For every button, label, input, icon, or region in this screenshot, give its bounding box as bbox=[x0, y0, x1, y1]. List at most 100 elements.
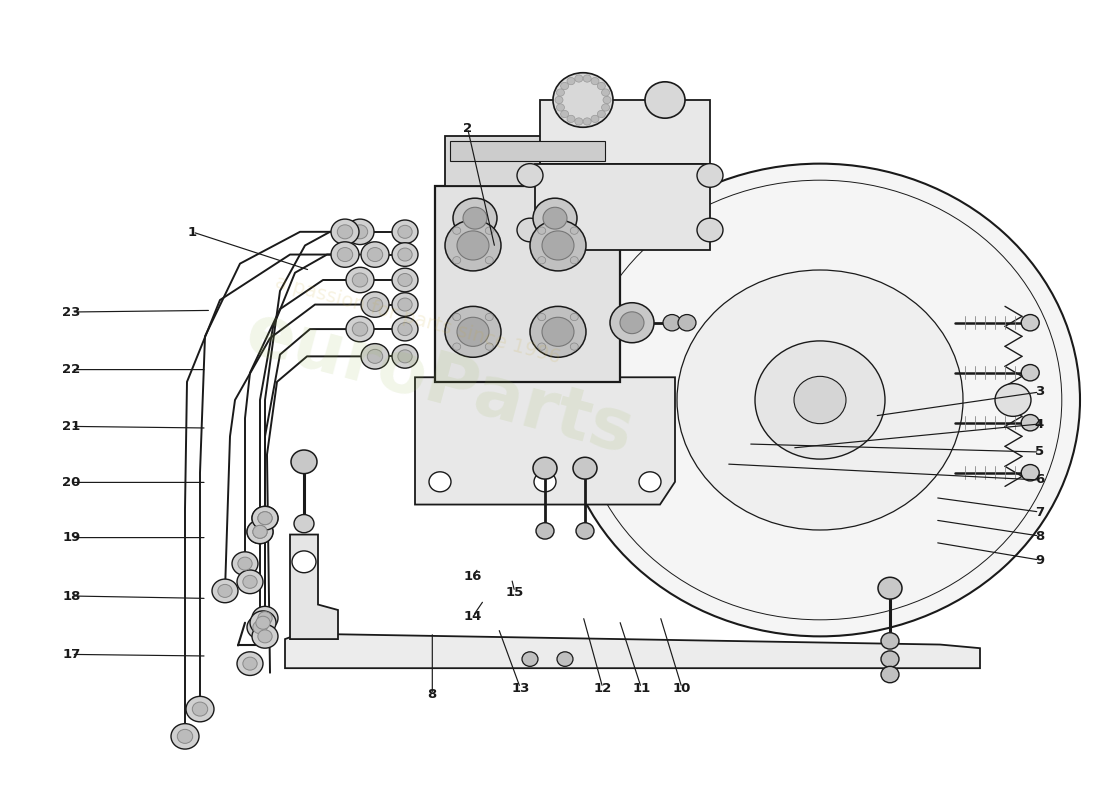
Circle shape bbox=[620, 312, 644, 334]
Bar bbox=[446, 136, 611, 186]
Circle shape bbox=[352, 273, 367, 287]
Circle shape bbox=[398, 322, 412, 335]
Circle shape bbox=[538, 257, 546, 264]
Circle shape bbox=[566, 78, 575, 85]
Polygon shape bbox=[285, 634, 980, 668]
Circle shape bbox=[591, 78, 600, 85]
Circle shape bbox=[192, 702, 208, 716]
Circle shape bbox=[367, 298, 383, 311]
Circle shape bbox=[583, 75, 591, 82]
Circle shape bbox=[573, 458, 597, 479]
Circle shape bbox=[557, 652, 573, 666]
Circle shape bbox=[252, 506, 278, 530]
Circle shape bbox=[561, 110, 569, 118]
Polygon shape bbox=[540, 100, 710, 164]
Circle shape bbox=[881, 633, 899, 649]
Circle shape bbox=[538, 227, 546, 234]
Circle shape bbox=[392, 220, 418, 244]
Circle shape bbox=[243, 657, 257, 670]
Circle shape bbox=[243, 575, 257, 588]
Circle shape bbox=[170, 724, 199, 749]
Circle shape bbox=[603, 96, 611, 104]
Circle shape bbox=[331, 242, 359, 267]
Circle shape bbox=[570, 314, 579, 321]
Text: 9: 9 bbox=[1035, 554, 1044, 566]
Circle shape bbox=[398, 274, 412, 286]
Circle shape bbox=[1021, 314, 1040, 331]
Circle shape bbox=[253, 526, 267, 538]
Text: 17: 17 bbox=[63, 648, 80, 661]
Circle shape bbox=[570, 257, 579, 264]
Circle shape bbox=[367, 247, 383, 262]
Text: 19: 19 bbox=[63, 531, 80, 544]
Circle shape bbox=[453, 227, 461, 234]
Bar bbox=[450, 142, 605, 162]
Circle shape bbox=[570, 227, 579, 234]
Circle shape bbox=[463, 207, 487, 229]
Circle shape bbox=[248, 520, 273, 544]
Circle shape bbox=[485, 343, 493, 350]
Circle shape bbox=[392, 268, 418, 292]
Circle shape bbox=[236, 652, 263, 675]
Text: a passion for parts since 1996: a passion for parts since 1996 bbox=[273, 273, 563, 367]
Circle shape bbox=[252, 625, 278, 648]
Circle shape bbox=[361, 242, 389, 267]
Text: 21: 21 bbox=[63, 420, 80, 433]
Text: 10: 10 bbox=[673, 682, 691, 694]
Circle shape bbox=[485, 314, 493, 321]
Text: 8: 8 bbox=[428, 688, 437, 701]
Circle shape bbox=[534, 472, 556, 492]
Circle shape bbox=[538, 343, 546, 350]
Circle shape bbox=[218, 585, 232, 598]
Circle shape bbox=[257, 630, 272, 643]
Circle shape bbox=[645, 82, 685, 118]
Circle shape bbox=[252, 506, 278, 530]
Circle shape bbox=[556, 96, 563, 104]
Circle shape bbox=[530, 306, 586, 358]
Circle shape bbox=[212, 579, 238, 602]
Text: 3: 3 bbox=[1035, 386, 1044, 398]
Circle shape bbox=[597, 110, 605, 118]
Text: 22: 22 bbox=[63, 363, 80, 376]
Circle shape bbox=[517, 164, 543, 187]
Circle shape bbox=[522, 652, 538, 666]
Circle shape bbox=[996, 384, 1031, 416]
Circle shape bbox=[534, 458, 557, 479]
Circle shape bbox=[566, 115, 575, 122]
Circle shape bbox=[676, 270, 962, 530]
Circle shape bbox=[238, 557, 252, 570]
Circle shape bbox=[536, 522, 554, 539]
Circle shape bbox=[570, 343, 579, 350]
Circle shape bbox=[697, 164, 723, 187]
Circle shape bbox=[597, 82, 605, 90]
Circle shape bbox=[755, 341, 886, 459]
Circle shape bbox=[881, 651, 899, 667]
Text: 8: 8 bbox=[1035, 530, 1044, 542]
Circle shape bbox=[453, 314, 461, 321]
Circle shape bbox=[257, 512, 272, 525]
Circle shape bbox=[602, 104, 609, 111]
Circle shape bbox=[392, 345, 418, 368]
Polygon shape bbox=[415, 378, 675, 505]
Circle shape bbox=[292, 551, 316, 573]
Circle shape bbox=[253, 526, 267, 538]
Circle shape bbox=[663, 314, 681, 331]
Circle shape bbox=[560, 164, 1080, 636]
Circle shape bbox=[361, 292, 389, 318]
Circle shape bbox=[794, 376, 846, 424]
Circle shape bbox=[543, 207, 566, 229]
Circle shape bbox=[576, 522, 594, 539]
Circle shape bbox=[346, 219, 374, 245]
Circle shape bbox=[565, 206, 605, 242]
Text: 15: 15 bbox=[506, 586, 524, 598]
Circle shape bbox=[453, 257, 461, 264]
Circle shape bbox=[1021, 414, 1040, 431]
Text: 4: 4 bbox=[1035, 418, 1044, 430]
Text: 1: 1 bbox=[188, 226, 197, 238]
Circle shape bbox=[352, 322, 367, 336]
Circle shape bbox=[557, 104, 564, 111]
Circle shape bbox=[530, 220, 586, 271]
Text: 5: 5 bbox=[1035, 446, 1044, 458]
Circle shape bbox=[250, 611, 276, 634]
Text: 6: 6 bbox=[1035, 474, 1044, 486]
